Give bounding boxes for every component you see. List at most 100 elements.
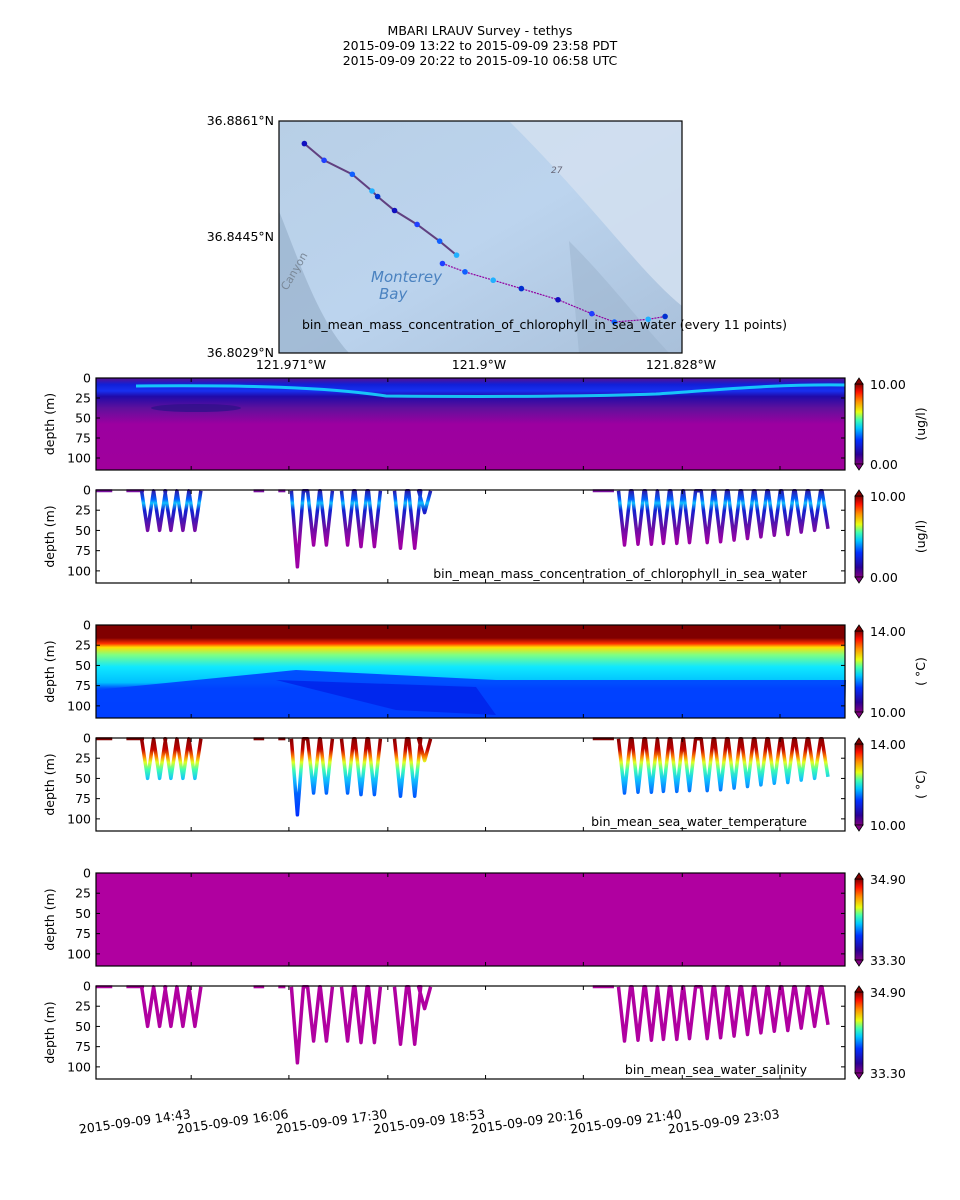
panel-frame bbox=[95, 489, 846, 584]
lat-tick-label: 36.8861°N bbox=[207, 113, 274, 128]
track-point bbox=[490, 277, 496, 284]
lon-tick-label: 121.828°W bbox=[646, 357, 716, 372]
y-tick-label: 100 bbox=[67, 698, 91, 713]
track-point bbox=[349, 171, 356, 178]
chlorophyll-patch bbox=[151, 404, 241, 412]
track-point bbox=[453, 252, 460, 258]
colorbar-extend-max bbox=[854, 489, 864, 497]
y-tick-label: 50 bbox=[75, 411, 91, 426]
colorbar-extend-min bbox=[854, 1072, 864, 1080]
track-point bbox=[436, 238, 443, 244]
colorbar bbox=[854, 630, 864, 713]
y-tick-label: 100 bbox=[67, 451, 91, 466]
colorbar-extend-max bbox=[854, 624, 864, 632]
profile-track bbox=[139, 985, 830, 1065]
chlorophyll-max-layer bbox=[135, 383, 846, 398]
y-tick-label: 100 bbox=[67, 563, 91, 578]
y-tick-label: 100 bbox=[67, 946, 91, 961]
track-point bbox=[555, 296, 561, 303]
colorbar-unit-label: ( °C) bbox=[913, 770, 928, 799]
salinity-heatmap bbox=[96, 873, 845, 966]
colorbar-extend-min bbox=[854, 463, 864, 471]
panel-frame bbox=[95, 377, 846, 471]
map-panel bbox=[278, 120, 683, 354]
map-frame bbox=[278, 120, 683, 354]
track-point bbox=[301, 140, 308, 147]
colorbar-unit-label: ( °C) bbox=[913, 657, 928, 686]
track-point bbox=[374, 193, 381, 200]
y-tick-label: 25 bbox=[75, 999, 91, 1014]
chlorophyll-heatmap bbox=[96, 378, 845, 470]
panel-frame bbox=[95, 737, 846, 832]
colorbar-min-label: 33.30 bbox=[870, 1066, 906, 1081]
track-point bbox=[321, 157, 327, 164]
y-tick-label: 0 bbox=[83, 866, 91, 881]
colorbar-min-label: 10.00 bbox=[870, 818, 906, 833]
y-tick-label: 25 bbox=[75, 391, 91, 406]
y-tick-label: 25 bbox=[75, 751, 91, 766]
colorbar-min-label: 33.30 bbox=[870, 953, 906, 968]
colorbar-max-label: 34.90 bbox=[870, 985, 906, 1000]
track-point bbox=[439, 260, 446, 267]
x-tick-label: 2015-09-09 21:40 bbox=[569, 1106, 683, 1137]
y-tick-label: 50 bbox=[75, 906, 91, 921]
colorbar-max-label: 34.90 bbox=[870, 872, 906, 887]
colorbar-extend-max bbox=[854, 737, 864, 745]
x-tick-label: 2015-09-09 20:16 bbox=[470, 1106, 584, 1137]
track-point bbox=[414, 221, 420, 228]
track-point bbox=[589, 310, 595, 317]
lon-tick-label: 121.9°W bbox=[452, 357, 506, 372]
time-range-utc: 2015-09-09 20:22 to 2015-09-10 06:58 UTC bbox=[342, 53, 618, 68]
y-tick-label: 0 bbox=[83, 371, 91, 386]
y-tick-label: 75 bbox=[75, 791, 91, 806]
colorbar-unit-label: (ug/l) bbox=[913, 407, 928, 440]
y-tick-label: 75 bbox=[75, 1039, 91, 1054]
profile-track bbox=[139, 489, 830, 569]
colorbar-extend-max bbox=[854, 377, 864, 385]
colorbar-min-label: 0.00 bbox=[870, 457, 898, 472]
y-tick-label: 0 bbox=[83, 483, 91, 498]
colorbar bbox=[854, 495, 864, 578]
track-point bbox=[462, 269, 468, 275]
y-axis-label: depth (m) bbox=[42, 505, 57, 567]
track-point bbox=[611, 319, 618, 325]
time-range-pdt: 2015-09-09 13:22 to 2015-09-09 23:58 PDT bbox=[342, 38, 618, 53]
profile-variable-label: bin_mean_sea_water_temperature bbox=[591, 814, 807, 829]
track-point bbox=[369, 188, 375, 194]
canyon-shade-2 bbox=[569, 241, 669, 353]
lon-tick-label: 121.971°W bbox=[256, 357, 326, 372]
colorbar-extend-max bbox=[854, 872, 864, 880]
x-tick-label: 2015-09-09 23:03 bbox=[667, 1106, 781, 1137]
temperature-cold-patch bbox=[276, 680, 496, 715]
colorbar bbox=[854, 991, 864, 1074]
colorbar-extend-max bbox=[854, 985, 864, 993]
colorbar-extend-min bbox=[854, 824, 864, 832]
colorbar bbox=[854, 878, 864, 961]
y-axis-label: depth (m) bbox=[42, 1001, 57, 1063]
colorbar-min-label: 10.00 bbox=[870, 705, 906, 720]
colorbar-max-label: 14.00 bbox=[870, 624, 906, 639]
y-tick-label: 75 bbox=[75, 431, 91, 446]
x-tick-label: 2015-09-09 16:06 bbox=[176, 1106, 290, 1137]
colorbar bbox=[854, 383, 864, 465]
panel-frame bbox=[95, 985, 846, 1080]
y-axis-label: depth (m) bbox=[42, 640, 57, 702]
profile-track bbox=[139, 737, 830, 817]
y-tick-label: 25 bbox=[75, 886, 91, 901]
track-point bbox=[645, 316, 651, 323]
colorbar-min-label: 0.00 bbox=[870, 570, 898, 585]
y-tick-label: 0 bbox=[83, 731, 91, 746]
y-tick-label: 75 bbox=[75, 678, 91, 693]
y-tick-label: 75 bbox=[75, 926, 91, 941]
canyon-shade bbox=[279, 211, 349, 353]
profile-variable-label: bin_mean_sea_water_salinity bbox=[625, 1062, 808, 1077]
y-tick-label: 50 bbox=[75, 771, 91, 786]
colorbar-max-label: 10.00 bbox=[870, 489, 906, 504]
y-tick-label: 25 bbox=[75, 503, 91, 518]
colorbar-max-label: 14.00 bbox=[870, 737, 906, 752]
y-tick-label: 0 bbox=[83, 979, 91, 994]
y-tick-label: 0 bbox=[83, 618, 91, 633]
panel-frame bbox=[95, 872, 846, 967]
lat-tick-label: 36.8029°N bbox=[207, 345, 274, 360]
